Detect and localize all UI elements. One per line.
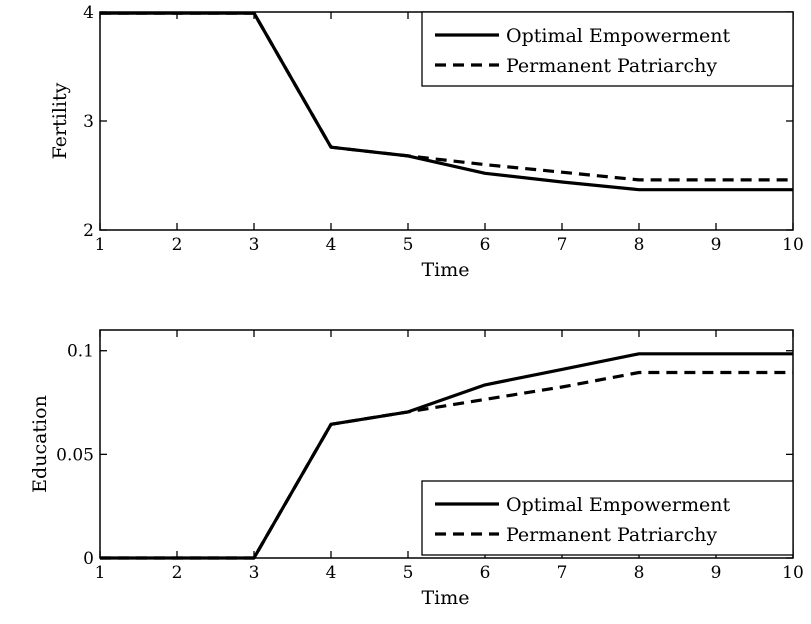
legend-entry: Permanent Patriarchy (506, 524, 717, 546)
plot-frame (99, 329, 794, 559)
y-tick-label: 0 (83, 549, 94, 569)
x-tick-label: 4 (326, 235, 337, 255)
y-tick-label: 0.05 (56, 445, 94, 465)
x-tick-label: 8 (634, 563, 645, 583)
series-line-optimal-empowerment (100, 352, 793, 560)
x-axis-label: Time (421, 587, 469, 609)
y-tick-label: 2 (83, 221, 94, 241)
x-tick-label: 6 (480, 235, 491, 255)
x-tick-label: 4 (326, 563, 337, 583)
x-tick-label: 6 (480, 563, 491, 583)
legend-entry: Optimal Empowerment (506, 494, 730, 516)
x-tick-label: 2 (172, 563, 183, 583)
legend-box (421, 480, 794, 556)
y-tick-label: 0.1 (67, 342, 94, 362)
legend-entry: Optimal Empowerment (506, 25, 730, 47)
x-tick-label: 5 (403, 235, 414, 255)
y-axis-label: Fertility (49, 82, 71, 159)
legend-box (421, 11, 794, 87)
x-tick-label: 7 (557, 235, 568, 255)
x-tick-label: 9 (711, 235, 722, 255)
x-axis-label: Time (421, 259, 469, 281)
x-tick-label: 7 (557, 563, 568, 583)
y-tick-label: 4 (83, 3, 94, 23)
chart-education: 1 2 3 4 5 6 7 8 9 10 0 0.05 0.1 Time Education Optimal … (29, 329, 804, 609)
y-tick-label: 3 (83, 112, 94, 132)
x-tick-label: 1 (95, 235, 106, 255)
x-tick-label: 2 (172, 235, 183, 255)
x-tick-label: 10 (782, 235, 804, 255)
x-tick-label: 10 (782, 563, 804, 583)
x-tick-label: 8 (634, 235, 645, 255)
x-tick-label: 9 (711, 563, 722, 583)
x-tick-label: 3 (249, 563, 260, 583)
series-line-optimal-empowerment (100, 11, 793, 192)
y-axis-label: Education (29, 395, 51, 493)
x-tick-label: 1 (95, 563, 106, 583)
legend-entry: Permanent Patriarchy (506, 55, 717, 77)
x-tick-label: 5 (403, 563, 414, 583)
x-tick-label: 3 (249, 235, 260, 255)
